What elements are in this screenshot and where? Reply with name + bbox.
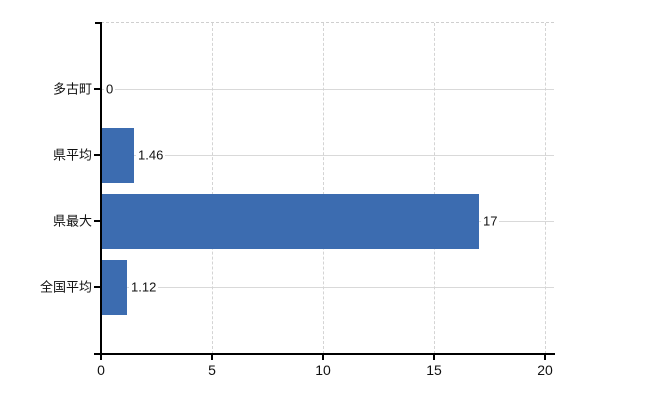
y-tick [94,286,101,288]
x-axis-line [94,353,555,355]
v-gridline [434,23,435,354]
x-tick-label: 0 [97,362,105,378]
x-tick-label: 10 [315,362,331,378]
y-tick [94,154,101,156]
h-gridline [102,89,554,90]
bar-value-label: 17 [481,213,500,229]
category-label: 多古町 [52,81,92,97]
x-tick-label: 15 [426,362,442,378]
x-tick [322,355,324,360]
h-gridline [102,287,554,288]
v-gridline [323,23,324,354]
bar [102,128,134,183]
x-tick-label: 5 [208,362,216,378]
category-label: 県最大 [52,213,92,229]
category-label: 全国平均 [39,279,92,295]
bar-value-label: 0 [104,81,116,97]
bar-value-label: 1.46 [136,147,166,163]
bar [102,194,479,249]
x-tick [100,355,102,360]
v-gridline [212,23,213,354]
h-gridline [102,155,554,156]
x-tick-label: 20 [537,362,553,378]
bar-value-label: 1.12 [129,279,159,295]
x-tick [544,355,546,360]
plot-top-border [101,22,554,23]
y-tick [94,88,101,90]
v-gridline [545,23,546,354]
bar [102,260,127,315]
x-tick [211,355,213,360]
x-tick [433,355,435,360]
y-axis-line [100,22,102,355]
category-label: 県平均 [52,147,92,163]
y-tick [94,220,101,222]
y-tick [95,22,102,24]
